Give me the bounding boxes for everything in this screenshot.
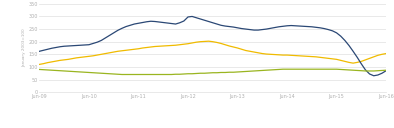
Oil Price Index [372,75,376,77]
Dubai Residential Property Price Index [144,74,149,75]
Dubai Residential Property Price Index [120,74,125,75]
Dubai Residential Property Price Index [161,74,165,75]
Oil Price Index [367,73,372,75]
Line: Gold Price Index: Gold Price Index [39,41,386,64]
Gold Price Index [367,58,372,59]
Gold Price Index [95,54,100,56]
Gold Price Index [214,42,219,43]
Dubai Residential Property Price Index [214,72,219,73]
Oil Price Index [140,22,145,23]
Oil Price Index [37,51,42,52]
Oil Price Index [144,21,149,23]
Oil Price Index [214,23,219,25]
Line: Oil Price Index: Oil Price Index [39,17,386,76]
Gold Price Index [140,47,145,49]
Line: Dubai Residential Property Price Index: Dubai Residential Property Price Index [39,69,386,74]
Dubai Residential Property Price Index [37,69,42,70]
Gold Price Index [144,47,149,48]
Dubai Residential Property Price Index [281,68,285,70]
Oil Price Index [95,41,100,43]
Gold Price Index [37,64,42,65]
Dubai Residential Property Price Index [372,70,376,72]
Oil Price Index [190,16,195,17]
Dubai Residential Property Price Index [149,74,153,75]
Y-axis label: January 2003=100: January 2003=100 [22,29,26,67]
Gold Price Index [157,45,162,47]
Oil Price Index [384,70,388,71]
Oil Price Index [157,21,162,23]
Gold Price Index [384,53,388,54]
Dubai Residential Property Price Index [95,72,100,74]
Dubai Residential Property Price Index [384,69,388,71]
Gold Price Index [206,40,211,42]
